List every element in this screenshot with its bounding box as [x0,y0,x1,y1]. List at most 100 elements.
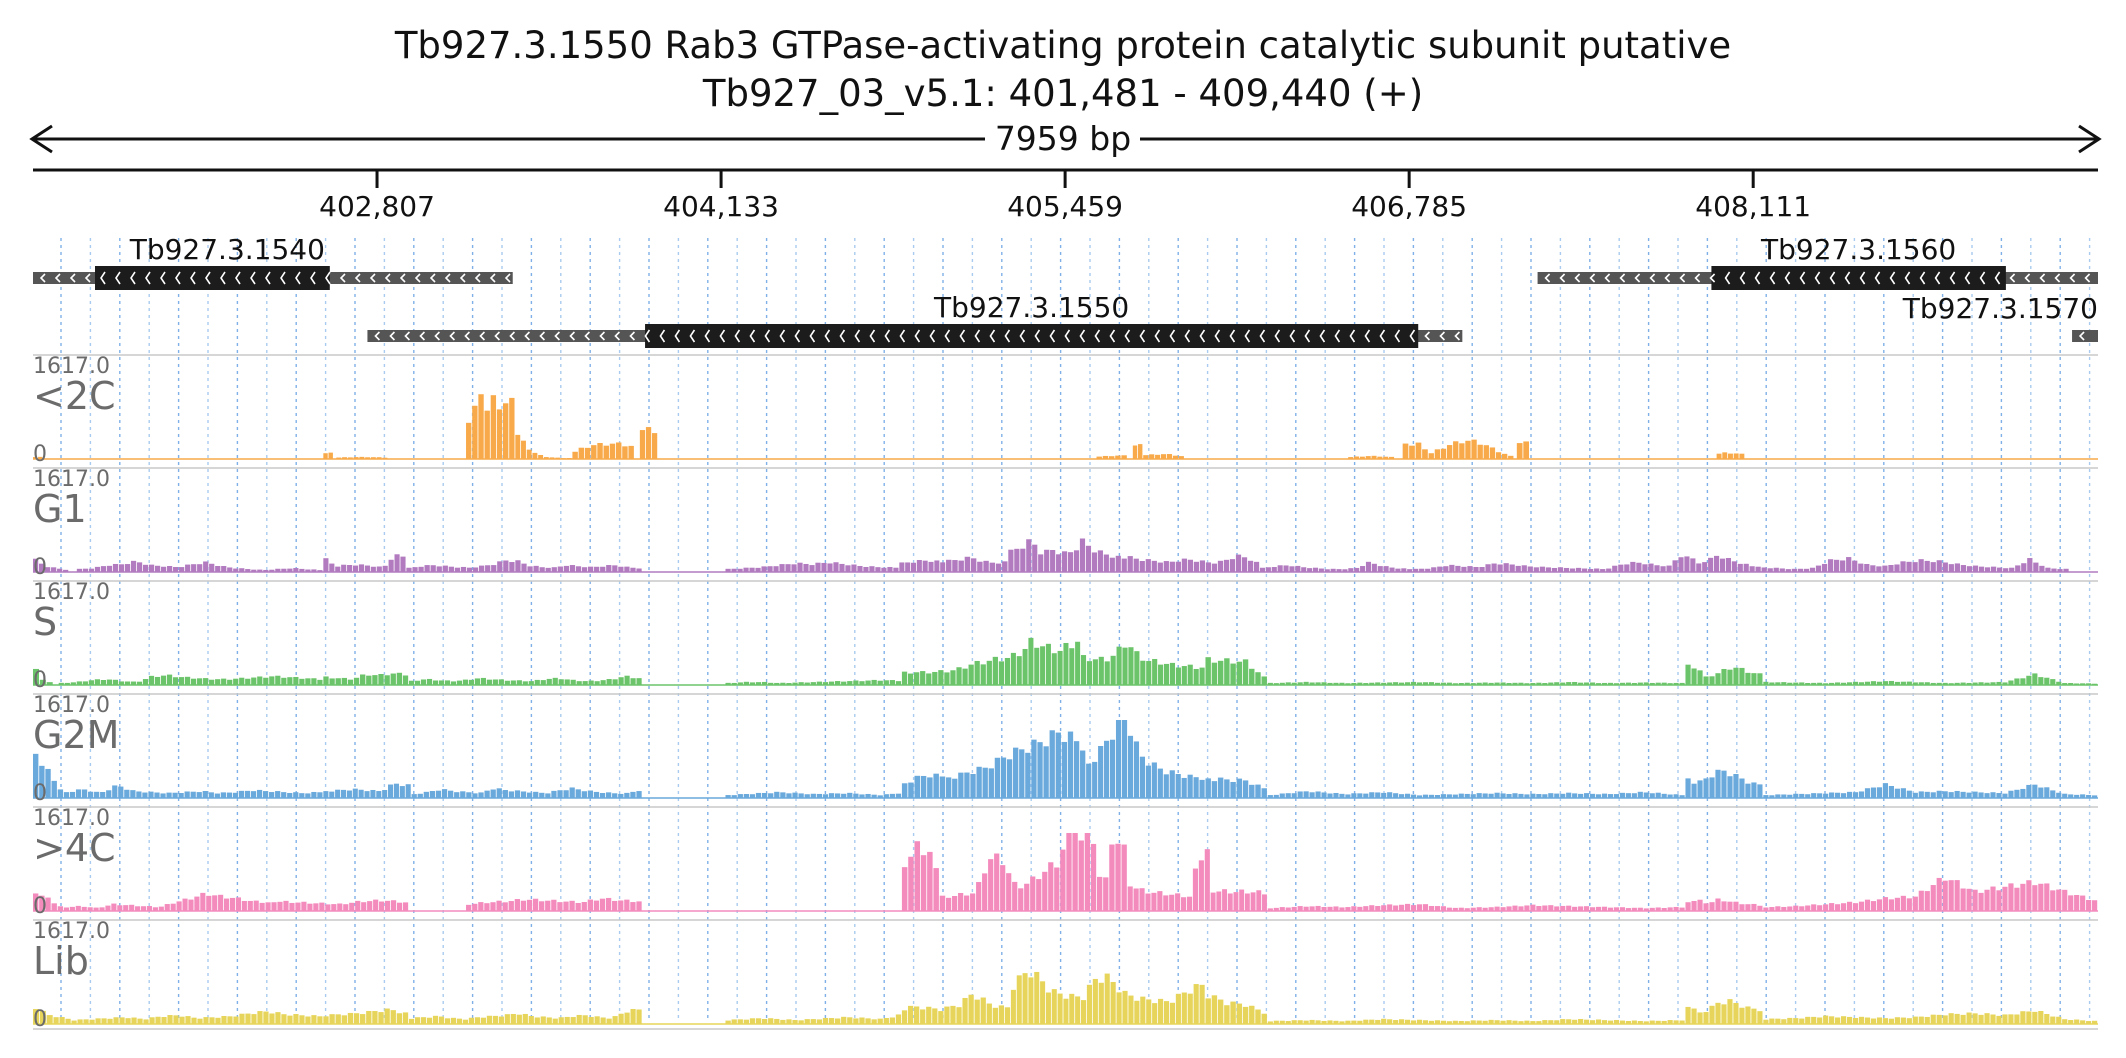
coverage-bar [1930,1014,1936,1024]
coverage-bar [1560,682,1566,685]
coverage-bar [1369,682,1375,685]
strand-arrow-icon [1139,329,1146,343]
gene-Tb927-3-1540: Tb927.3.1540 [33,233,513,290]
coverage-bar [1244,893,1250,911]
coverage-bar [1102,455,1109,459]
strand-arrow-icon [809,329,816,343]
coverage-bar [1900,681,1906,685]
coverage-bar [1345,683,1351,685]
coverage-bar [1416,795,1423,798]
coverage-bar [1399,904,1405,911]
figure-subtitle: Tb927_03_v5.1: 401,481 - 409,440 (+) [702,72,1423,115]
coverage-bar [871,679,877,685]
coverage-bar [53,1017,59,1024]
coverage-bar [606,1018,612,1024]
coverage-bar [1175,561,1181,572]
coverage-bar [1273,907,1279,911]
coverage-bar [1823,904,1829,911]
coverage-bar [460,791,466,798]
coverage-bar [1572,906,1578,911]
coverage-bar [1315,682,1321,685]
coverage-bar [1648,563,1654,572]
coverage-bar [1127,556,1133,572]
coverage-bar [408,1018,415,1024]
coverage-bar [124,789,130,798]
arrow-left-icon [29,124,53,154]
coverage-bar [907,1005,914,1024]
coverage-bar [893,567,899,572]
coverage-bar [1672,560,1678,572]
coverage-bar [1918,682,1924,685]
coverage-bar [2086,1021,2092,1024]
coverage-bar [563,565,570,572]
coverage-bar [203,678,209,685]
coverage-bar [827,563,833,572]
coverage-bar [2056,792,2062,798]
coverage-bar [927,851,933,911]
coverage-bar [883,794,889,798]
coverage-bar [2032,1011,2038,1024]
coverage-bar [239,677,245,685]
coverage-bar [435,790,442,798]
coverage-bar [1446,1021,1452,1024]
coverage-bar [1524,1020,1530,1024]
coverage-bar [1000,865,1006,911]
coverage-bar [1440,794,1446,798]
coverage-bar [1542,683,1548,685]
coverage-bar [725,1020,731,1024]
coverage-bar [905,562,911,572]
coverage-bar [1906,681,1912,685]
coverage-bar [441,789,448,798]
coverage-bar [2002,886,2008,911]
coverage-bar [1978,892,1984,911]
coverage-bar [1230,781,1236,798]
coverage-bar [1924,560,1930,572]
coverage-bar [472,405,478,459]
coverage-bar [496,788,502,798]
coverage-bar [1109,739,1116,798]
coverage-bar [1972,889,1978,911]
coverage-bar [1606,568,1612,572]
coverage-bar [603,445,609,459]
coverage-bar [1779,568,1785,572]
strand-arrow-icon [69,273,76,283]
coverage-bar [94,679,100,685]
coverage-bar [172,677,179,685]
coverage-bar [2074,794,2080,798]
coverage-bar [889,680,896,685]
coverage-bar [1187,774,1193,798]
coverage-bar [2080,683,2086,685]
coverage-bar [1016,656,1022,685]
coverage-bar [1473,566,1479,572]
coverage-bar [1841,682,1847,685]
coverage-bar [1419,568,1425,572]
coverage-bar [612,1016,618,1024]
coverage-bar [2014,1014,2020,1024]
coverage-bar [1557,567,1564,572]
coverage-bar [1404,793,1411,798]
coverage-bar [1811,682,1817,685]
coverage-bar [1239,889,1245,911]
coverage-bar [1512,682,1518,685]
coverage-bar [1163,663,1170,685]
coverage-bar [1139,756,1146,798]
coverage-bar [1242,1006,1249,1024]
coverage-bar [1781,1019,1787,1024]
coverage-bar [46,1015,53,1024]
coverage-bar [761,1018,768,1024]
coverage-bar [1365,456,1371,459]
coverage-bar [143,1019,149,1024]
coverage-bar [1906,790,1912,798]
coverage-bar [1625,793,1631,798]
coverage-bar [877,1018,883,1024]
coverage-bar [533,791,539,798]
coverage-bar [1912,896,1918,911]
coverage-bar [792,792,798,798]
coverage-bar [1966,1012,1972,1024]
coverage-bar [1900,1017,1906,1024]
coverage-bar [227,567,233,572]
coverage-bar [786,683,792,685]
coverage-bar [83,1019,89,1024]
coverage-bar [1787,794,1793,798]
coverage-bar [1404,903,1411,911]
